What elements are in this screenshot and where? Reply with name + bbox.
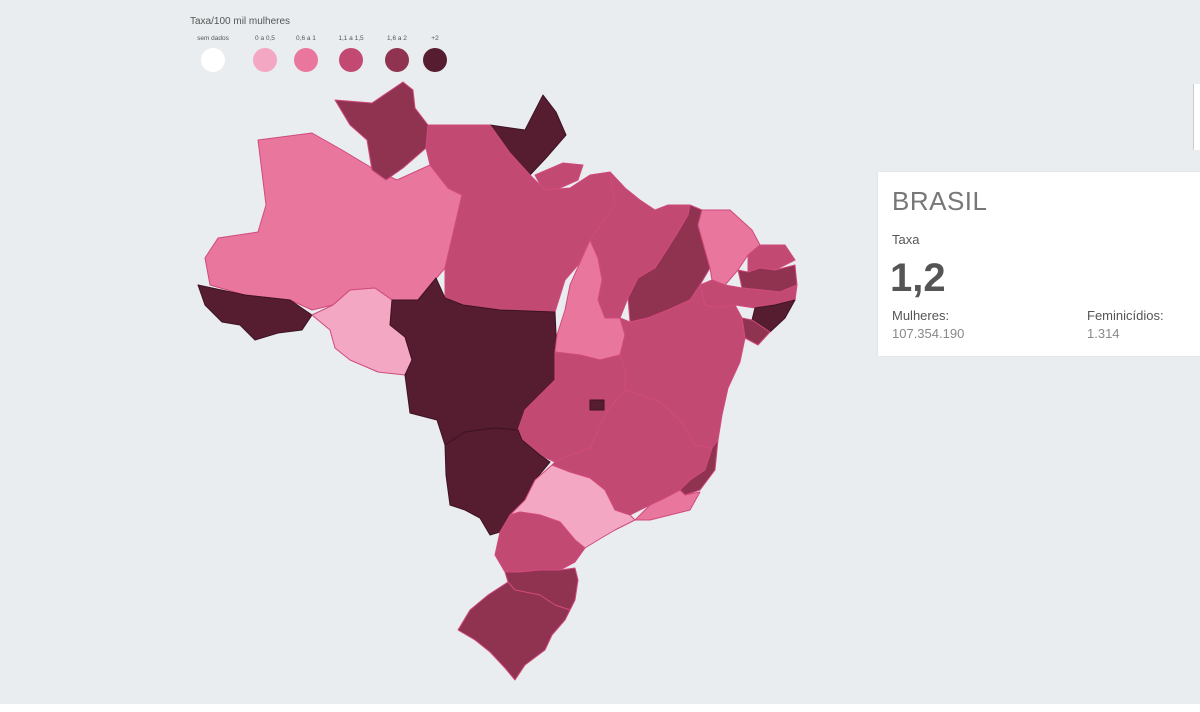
legend-label: 0 a 0,5 xyxy=(255,35,275,42)
legend-swatch xyxy=(253,48,277,72)
legend-item-0.6-1: 0,6 a 1 xyxy=(281,34,331,84)
bottom-strip xyxy=(0,704,1200,712)
legend-item-no-data: sem dados xyxy=(188,34,238,84)
state-ac[interactable] xyxy=(197,284,313,341)
state-df[interactable] xyxy=(589,399,605,411)
legend-item-0-0.5: 0 a 0,5 xyxy=(240,34,290,84)
legend-label: +2 xyxy=(431,35,439,42)
legend-label: 0,6 a 1 xyxy=(296,35,316,42)
legend-swatch xyxy=(385,48,409,72)
legend-item-1.6-2: 1,6 a 2 xyxy=(372,34,422,84)
state-rj[interactable] xyxy=(634,489,701,521)
legend-swatch xyxy=(423,48,447,72)
femicides-value: 1.314 xyxy=(1087,326,1120,341)
state-rs[interactable] xyxy=(457,581,571,681)
women-value: 107.354.190 xyxy=(892,326,965,341)
legend: Taxa/100 mil mulheres sem dados 0 a 0,5 … xyxy=(188,14,468,84)
legend-label: sem dados xyxy=(197,35,229,42)
rate-label: Taxa xyxy=(892,232,920,247)
legend-title: Taxa/100 mil mulheres xyxy=(190,16,291,27)
info-card: BRASIL Taxa 1,2 Mulheres: 107.354.190 Fe… xyxy=(878,172,1200,356)
legend-swatch xyxy=(201,48,225,72)
state-am[interactable] xyxy=(204,132,463,311)
femicides-label: Feminicídios: xyxy=(1087,308,1164,323)
card-title: BRASIL xyxy=(892,186,988,216)
legend-label: 1,6 a 2 xyxy=(387,35,407,42)
state-sp[interactable] xyxy=(509,464,636,549)
state-pa[interactable] xyxy=(425,124,626,313)
legend-item-1.1-1.5: 1,1 a 1,5 xyxy=(326,34,376,84)
rate-value: 1,2 xyxy=(890,256,946,300)
state-pb[interactable] xyxy=(737,264,798,293)
state-pr[interactable] xyxy=(494,511,586,573)
women-label: Mulheres: xyxy=(892,308,950,323)
legend-item-above-2: +2 xyxy=(410,34,460,84)
legend-label: 1,1 a 1,5 xyxy=(338,35,364,42)
side-control[interactable] xyxy=(1193,84,1200,150)
legend-swatch xyxy=(339,48,363,72)
legend-swatch xyxy=(294,48,318,72)
